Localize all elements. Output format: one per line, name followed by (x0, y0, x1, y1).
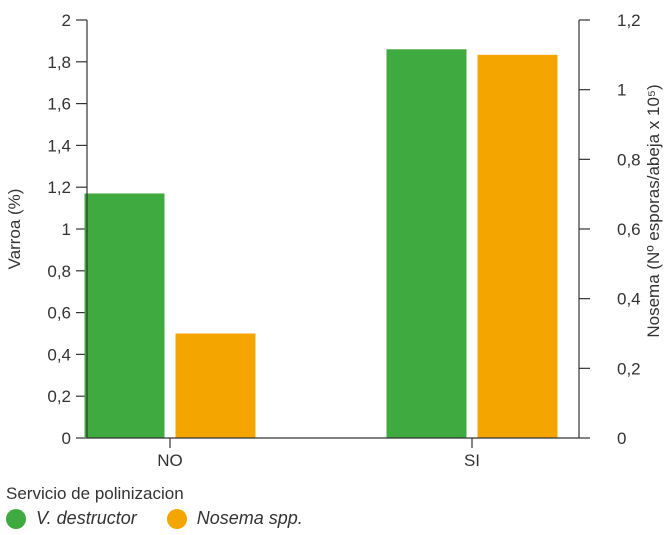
bar-no-1 (175, 333, 256, 438)
legend-swatch-varroa (6, 508, 26, 529)
left-tick-label: 1,6 (47, 95, 71, 114)
legend-label-varroa: V. destructor (36, 508, 137, 528)
y2-axis-label: Nosema (Nº esporas/abeja x 10⁵) (644, 84, 663, 337)
left-tick-label: 0 (62, 429, 71, 448)
left-tick-label: 2 (62, 11, 71, 30)
left-tick-label: 0,6 (47, 304, 71, 323)
right-tick-label: 1 (617, 81, 626, 100)
left-tick-label: 0,2 (47, 387, 71, 406)
x-tick-label: NO (157, 451, 183, 470)
left-tick-label: 1,2 (47, 178, 71, 197)
bar-si-0 (386, 49, 467, 438)
x-axis-ticks: NO SI (157, 438, 480, 470)
left-tick-label: 1,8 (47, 53, 71, 72)
left-tick-label: 1 (62, 220, 71, 239)
x-axis-title: Servicio de polinizacion (6, 484, 184, 503)
legend-item-varroa: V. destructor (6, 508, 137, 529)
right-tick-label: 0,6 (617, 220, 641, 239)
legend-swatch-nosema (166, 508, 187, 529)
bar-no-0 (84, 193, 165, 438)
right-tick-label: 0,4 (617, 290, 641, 309)
right-axis-ticks: 0 0,2 0,4 0,6 0,8 1 1,2 (579, 11, 641, 448)
right-tick-label: 0 (617, 429, 626, 448)
legend-item-nosema: Nosema spp. (166, 508, 303, 529)
bars (84, 49, 558, 438)
left-tick-label: 1,4 (47, 136, 71, 155)
left-axis-ticks: 0 0,2 0,4 0,6 0,8 1 1,2 1,4 1,6 1,8 2 (47, 11, 87, 448)
left-tick-label: 0,4 (47, 345, 71, 364)
left-tick-label: 0,8 (47, 262, 71, 281)
right-tick-label: 1,2 (617, 11, 641, 30)
x-tick-label: SI (464, 451, 480, 470)
bar-si-1 (477, 54, 558, 438)
chart: 0 0,2 0,4 0,6 0,8 1 1,2 1,4 1,6 1,8 2 0 0,2 0,4 0,6 0,… (5, 11, 663, 470)
legend-label-nosema: Nosema spp. (196, 508, 303, 528)
y-axis-label: Varroa (%) (5, 189, 24, 270)
right-tick-label: 0,8 (617, 150, 641, 169)
right-tick-label: 0,2 (617, 359, 641, 378)
legend: V. destructor Nosema spp. (6, 508, 333, 529)
